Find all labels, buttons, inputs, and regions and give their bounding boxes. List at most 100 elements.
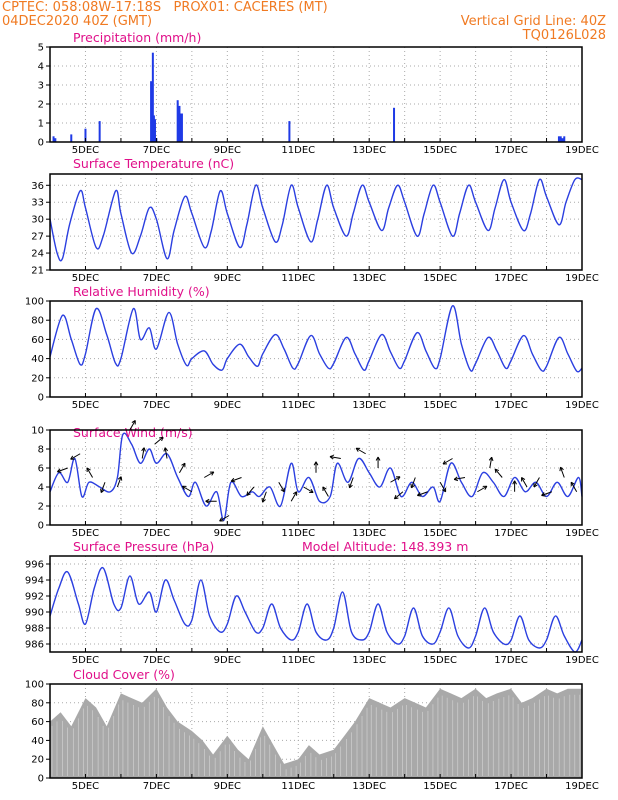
panel-4: Surface Pressure (hPa) Model Altitude: 14… [25, 539, 599, 666]
wind-arrow-head [246, 493, 251, 496]
y-tick-label: 1 [38, 119, 44, 130]
wind-arrow-head [57, 468, 61, 473]
x-tick-label: 5DEC [72, 655, 99, 666]
wind-arrow [417, 491, 428, 496]
y-tick-label: 40 [31, 736, 44, 747]
y-tick-label: 21 [31, 266, 44, 277]
panel-frame [49, 683, 583, 779]
y-tick-label: 2 [38, 502, 44, 513]
y-tick-label: 986 [25, 640, 44, 651]
wind-arrow-head [57, 471, 62, 473]
wind-arrow-head [329, 454, 334, 458]
y-tick-label: 3 [38, 81, 44, 92]
x-tick-label: 7DEC [143, 273, 170, 284]
x-tick-label: 5DEC [72, 781, 99, 792]
wind-arrow-head [313, 461, 317, 466]
x-tick-label: 9DEC [214, 781, 241, 792]
panel-title: Surface Temperature (nC) [73, 156, 234, 171]
cloud-texture [51, 694, 581, 776]
x-tick-label: 11DEC [281, 273, 315, 284]
panel-frame [49, 300, 583, 398]
y-tick-label: 80 [31, 316, 44, 327]
precip-bar [151, 52, 154, 143]
wind-arrow [541, 491, 553, 496]
wind-arrow-head [560, 466, 564, 471]
series-line [49, 305, 583, 373]
header-source: CPTEC: [2, 0, 49, 15]
wind-arrow-head [541, 492, 545, 496]
wind-arrow [182, 485, 193, 493]
y-tick-label: 80 [31, 698, 44, 709]
y-tick-label: 40 [31, 354, 44, 365]
panel-title: Surface Pressure (hPa) [73, 539, 214, 554]
y-tick-label: 0 [38, 138, 44, 149]
header-location: 058:08W-17:18S PROX01: CACERES (MT) [52, 0, 328, 15]
wind-arrow [278, 481, 285, 493]
header-run: 04DEC2020 40Z (GMT) [2, 14, 153, 29]
x-tick-label: 9DEC [214, 400, 241, 411]
x-tick-label: 11DEC [281, 655, 315, 666]
x-tick-label: 13DEC [352, 781, 386, 792]
wind-arrow-head [349, 484, 353, 489]
x-tick-label: 19DEC [565, 655, 599, 666]
wind-arrow-head [355, 447, 359, 452]
y-tick-label: 990 [25, 608, 44, 619]
x-tick-label: 13DEC [352, 145, 386, 156]
wind-arrow-head [205, 498, 210, 502]
wind-arrow [246, 486, 255, 496]
x-tick-label: 7DEC [143, 145, 170, 156]
wind-arrow-head [163, 447, 166, 452]
wind-arrow-head [231, 480, 236, 483]
x-tick-label: 15DEC [423, 145, 457, 156]
y-tick-label: 4 [38, 62, 44, 73]
x-ticks [49, 393, 583, 397]
precip-bar [152, 115, 155, 142]
wind-arrow-head [329, 456, 334, 460]
wind-arrow-head [117, 476, 122, 480]
wind-arrow-head [533, 484, 538, 488]
precip-bar [54, 138, 57, 142]
wind-arrow-head [494, 468, 497, 474]
x-tick-label: 17DEC [494, 528, 528, 539]
x-tick-label: 15DEC [423, 400, 457, 411]
precip-bar [561, 138, 564, 142]
wind-arrow-head [397, 476, 401, 481]
panel-2: Relative Humidity (%) 5DEC 7DEC 9DEC 11DEC 13… [25, 284, 599, 411]
wind-arrow-head [141, 447, 145, 452]
wind-arrow [303, 486, 314, 493]
wind-arrow-head [441, 489, 446, 493]
x-tick-label: 7DEC [143, 655, 170, 666]
wind-arrow [390, 476, 401, 483]
wind-arrow-head [315, 461, 319, 466]
precip-bar [178, 105, 181, 142]
wind-arrow-head [262, 499, 266, 503]
panel-3: Surface Wind (m/s) 5DEC 7DEC 9DEC 11DEC 13DEC… [31, 420, 599, 539]
x-ticks [49, 521, 583, 525]
y-tick-label: 100 [25, 297, 44, 308]
wind-arrow-head [280, 489, 285, 493]
panel-5: Cloud Cover (%) 5DEC 7DEC 9DEC 11DEC 13DEC 15D… [25, 667, 599, 792]
wind-arrow-head [417, 492, 421, 496]
wind-arrow-head [411, 484, 415, 489]
wind-arrow [411, 477, 416, 489]
wind-arrow-head [100, 488, 102, 493]
x-tick-label: 7DEC [143, 528, 170, 539]
panel-frame [49, 46, 583, 143]
grid [49, 46, 582, 143]
x-tick-label: 11DEC [281, 400, 315, 411]
wind-arrow [129, 420, 136, 431]
precip-bar [98, 121, 101, 142]
precip-bar [52, 136, 55, 142]
x-ticks [49, 138, 583, 142]
wind-arrow-head [181, 462, 186, 466]
wind-arrow [439, 481, 447, 493]
x-tick-label: 17DEC [494, 400, 528, 411]
panel-title: Precipitation (mm/h) [73, 30, 201, 45]
wind-arrow [489, 457, 493, 469]
precip-bars [52, 52, 566, 143]
wind-arrow-head [230, 477, 235, 482]
y-tick-label: 0 [38, 393, 44, 404]
wind-arrow [442, 458, 453, 465]
wind-arrow-head [514, 480, 517, 485]
